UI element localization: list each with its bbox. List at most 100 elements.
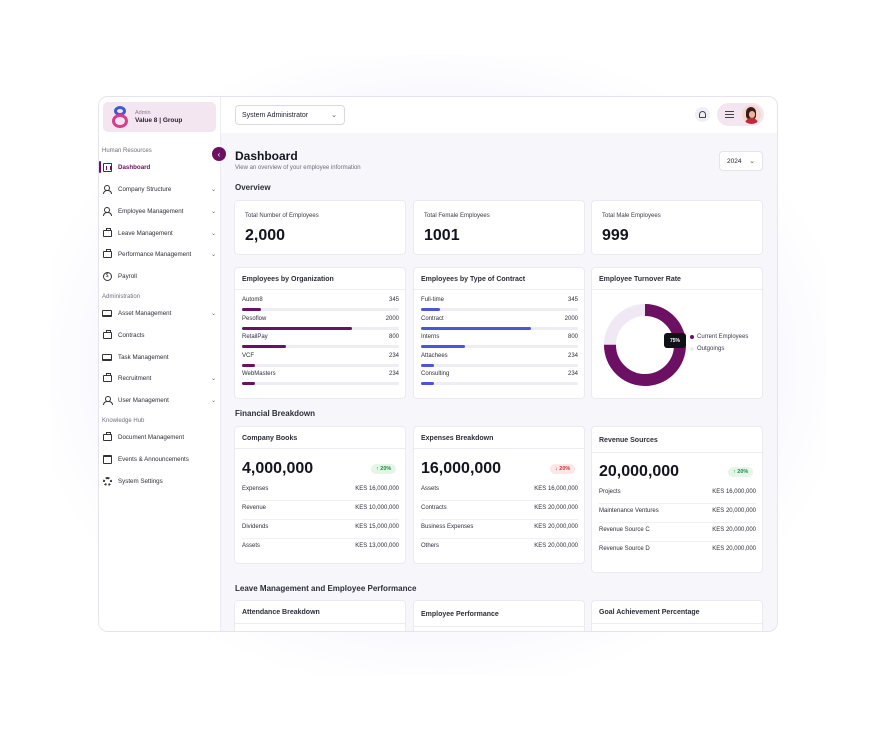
sidebar-item-label: Payroll bbox=[118, 272, 137, 280]
sidebar-item-label: Contracts bbox=[118, 331, 145, 339]
contract-bar-value: 234 bbox=[567, 352, 578, 359]
org-bar-label: Autom8 bbox=[242, 297, 263, 303]
nav-section-human-resources: Human Resources bbox=[102, 148, 152, 154]
contract-bar-fill bbox=[421, 308, 440, 311]
briefcase-icon bbox=[102, 227, 112, 238]
chevron-down-icon: ⌄ bbox=[749, 158, 755, 165]
card-revenue-sources: Revenue Sources 20,000,000 ↑ 20% Project… bbox=[591, 426, 763, 573]
org-bar-value: 800 bbox=[388, 334, 399, 340]
stat-value: 2,000 bbox=[245, 227, 286, 244]
section-title-leave-performance: Leave Management and Employee Performanc… bbox=[235, 584, 417, 593]
sidebar-item-task-management[interactable]: Task Management bbox=[99, 349, 220, 365]
legend-dot bbox=[690, 347, 694, 351]
contract-bar-label: Interns bbox=[421, 334, 440, 340]
card-title: Employees by Type of Contract bbox=[421, 276, 526, 283]
revenue-total: 20,000,000 bbox=[599, 463, 680, 480]
sidebar-item-label: Asset Management bbox=[118, 309, 172, 317]
hamburger-menu-icon bbox=[725, 111, 734, 118]
chevron-down-icon: ⌄ bbox=[210, 230, 216, 237]
chevron-down-icon: ⌄ bbox=[331, 112, 337, 119]
contract-bar-value: 2000 bbox=[564, 315, 578, 322]
sidebar-item-performance-management[interactable]: Performance Management ⌄ bbox=[99, 246, 220, 262]
card-company-books: Company Books 4,000,000 ↑ 20% Expenses KE… bbox=[234, 426, 406, 564]
kv-row: Dividends KES 15,000,000 bbox=[242, 520, 399, 539]
briefcase-icon bbox=[102, 248, 112, 259]
brand-name: Value 8 | Group bbox=[135, 117, 183, 124]
year-select[interactable]: 2024 ⌄ bbox=[719, 151, 763, 171]
sidebar-item-leave-management[interactable]: Leave Management ⌄ bbox=[99, 225, 220, 241]
card-title: Employee Performance bbox=[421, 611, 499, 618]
chevron-down-icon: ⌄ bbox=[210, 375, 216, 382]
card-attendance-breakdown: Attendance Breakdown bbox=[234, 600, 406, 631]
contract-bar-track bbox=[421, 345, 578, 348]
kv-row: Assets KES 13,000,000 bbox=[242, 543, 399, 549]
top-bar: System Administrator ⌄ bbox=[221, 97, 777, 133]
kv-row: Business Expenses KES 20,000,000 bbox=[421, 520, 578, 539]
legend-dot bbox=[690, 335, 694, 339]
stat-card-female-employees: Total Female Employees 1001 bbox=[413, 200, 585, 255]
contract-bar-label: Consulting bbox=[421, 371, 450, 377]
org-bar-track bbox=[242, 308, 399, 311]
value8-logo-icon bbox=[111, 106, 129, 128]
org-bar-row: Pesoflow 2000 bbox=[242, 316, 399, 334]
sidebar-item-dashboard[interactable]: Dashboard bbox=[99, 159, 220, 175]
legend-label: Outgoings bbox=[697, 346, 725, 352]
kv-row: Others KES 20,000,000 bbox=[421, 543, 578, 549]
contract-bar-fill bbox=[421, 345, 465, 348]
sidebar-item-employee-management[interactable]: Employee Management ⌄ bbox=[99, 203, 220, 219]
sidebar-item-label: Events & Announcements bbox=[118, 455, 189, 463]
card-title: Attendance Breakdown bbox=[242, 609, 320, 616]
sidebar-item-company-structure[interactable]: Company Structure ⌄ bbox=[99, 181, 220, 197]
card-expenses-breakdown: Expenses Breakdown 16,000,000 ↓ 20% Asse… bbox=[413, 426, 585, 564]
org-bar-track bbox=[242, 326, 399, 330]
kv-row: Assets KES 16,000,000 bbox=[421, 482, 578, 501]
org-bar-fill bbox=[242, 326, 352, 330]
contract-bar-label: Contract bbox=[421, 315, 444, 322]
kv-row: Maintenance Ventures KES 20,000,000 bbox=[599, 504, 756, 523]
sidebar-item-recruitment[interactable]: Recruitment ⌄ bbox=[99, 370, 220, 386]
sidebar-item-asset-management[interactable]: Asset Management ⌄ bbox=[99, 305, 220, 321]
sidebar-item-events-announcements[interactable]: Events & Announcements bbox=[99, 451, 220, 467]
card-title: Revenue Sources bbox=[599, 437, 658, 444]
sidebar-item-user-management[interactable]: User Management ⌄ bbox=[99, 392, 220, 408]
kv-row: Contracts KES 20,000,000 bbox=[421, 501, 578, 520]
change-badge: ↑ 20% bbox=[371, 464, 397, 474]
stat-label: Total Female Employees bbox=[424, 213, 490, 219]
collapse-sidebar-button[interactable]: ‹ bbox=[212, 147, 226, 161]
brand-role: Admin bbox=[135, 110, 151, 116]
contract-bar-row: Contract 2000 bbox=[421, 316, 578, 334]
gear-icon bbox=[102, 476, 112, 486]
laptop-icon bbox=[102, 352, 112, 362]
brand-switcher[interactable]: Admin Value 8 | Group bbox=[103, 102, 216, 132]
stat-card-total-employees: Total Number of Employees 2,000 bbox=[234, 200, 406, 255]
org-bar-value: 2000 bbox=[385, 315, 399, 322]
kv-row: Revenue KES 10,000,000 bbox=[242, 501, 399, 520]
org-bar-fill bbox=[242, 345, 286, 348]
stat-label: Total Male Employees bbox=[602, 213, 661, 219]
chevron-down-icon: ⌄ bbox=[210, 186, 216, 193]
org-bar-label: WebMasters bbox=[242, 371, 276, 377]
section-title-financial: Financial Breakdown bbox=[235, 409, 316, 418]
sidebar-item-document-management[interactable]: Document Management bbox=[99, 429, 220, 445]
sidebar-item-system-settings[interactable]: System Settings bbox=[99, 473, 220, 489]
briefcase-icon bbox=[102, 329, 112, 340]
org-bar-track bbox=[242, 345, 399, 348]
company-books-total: 4,000,000 bbox=[242, 460, 314, 477]
notifications-button[interactable] bbox=[695, 107, 710, 122]
contract-bar-fill bbox=[421, 382, 434, 385]
briefcase-icon bbox=[102, 431, 112, 442]
users-icon bbox=[102, 184, 112, 194]
sidebar-item-payroll[interactable]: $ Payroll bbox=[99, 268, 220, 284]
profile-menu[interactable] bbox=[717, 103, 764, 126]
org-bar-value: 345 bbox=[388, 297, 399, 303]
app-window: Admin Value 8 | Group Human Resources Da… bbox=[98, 96, 778, 632]
sidebar-item-label: Recruitment bbox=[118, 374, 152, 382]
role-select-value: System Administrator bbox=[242, 111, 309, 119]
contract-bar-row: Full-time 345 bbox=[421, 297, 578, 315]
stat-value: 1001 bbox=[424, 227, 460, 244]
card-title: Expenses Breakdown bbox=[421, 435, 494, 442]
role-select[interactable]: System Administrator ⌄ bbox=[235, 105, 345, 125]
kv-row: Revenue Source C KES 20,000,000 bbox=[599, 523, 756, 542]
sidebar-item-label: Task Management bbox=[118, 353, 169, 361]
sidebar-item-contracts[interactable]: Contracts bbox=[99, 327, 220, 343]
